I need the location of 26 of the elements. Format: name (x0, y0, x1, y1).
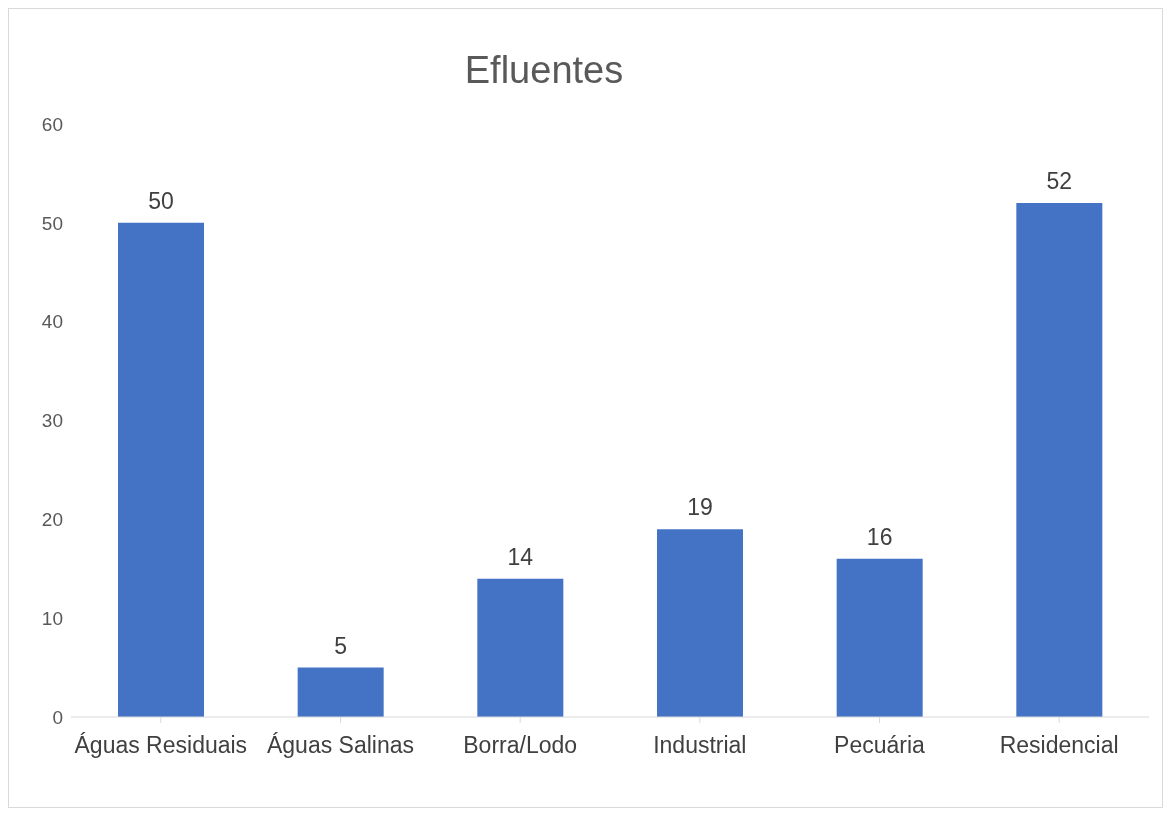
y-tick-label: 60 (41, 113, 63, 135)
y-tick-label: 50 (41, 212, 63, 234)
x-tick-label: Águas Salinas (266, 732, 415, 759)
x-tick-label: Borra/Lodo (463, 732, 578, 759)
bar (836, 558, 923, 717)
bar (297, 667, 384, 717)
y-tick-label: 20 (41, 509, 63, 531)
y-tick-label: 30 (41, 410, 63, 432)
y-tick-label: 40 (41, 311, 63, 333)
chart-title: Efluentes (463, 49, 625, 92)
y-tick-label: 0 (52, 706, 63, 728)
x-tick-label: Residencial (999, 732, 1119, 759)
data-label: 52 (1046, 168, 1073, 195)
x-tick-label: Pecuária (834, 732, 926, 759)
data-label: 19 (687, 494, 713, 521)
data-label: 5 (334, 632, 348, 659)
bar (118, 222, 204, 717)
bar (477, 578, 564, 717)
bar (1016, 203, 1103, 717)
data-label: 16 (866, 523, 893, 550)
y-tick-label: 10 (41, 607, 63, 629)
data-label: 50 (148, 187, 174, 214)
x-tick-label: Industrial (653, 732, 747, 759)
bar (657, 529, 743, 717)
data-label: 14 (507, 543, 534, 570)
x-tick-label: Águas Residuais (74, 732, 248, 759)
